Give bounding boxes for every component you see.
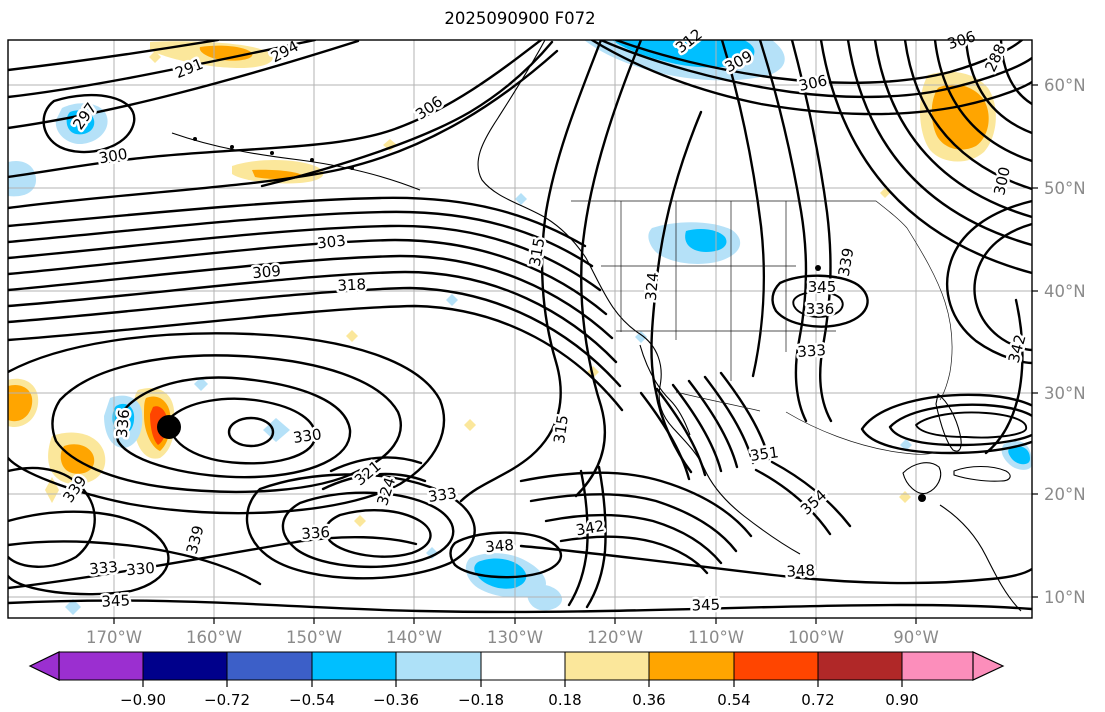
- contour-value-label: 318: [337, 275, 367, 294]
- colorbar: −0.90 −0.72 −0.54 −0.36 −0.18 0.18 0.36 0.54 0.7…: [30, 652, 1003, 709]
- contour-value-label: 309: [252, 262, 282, 282]
- x-axis-tick-label: 120°W: [587, 628, 643, 647]
- colorbar-segment: [902, 652, 973, 680]
- contour-value-label: 348: [485, 536, 515, 556]
- y-axis-tick-label: 30°N: [1044, 384, 1086, 403]
- contour-value-label: 336: [301, 523, 331, 543]
- colorbar-segment: [227, 652, 312, 680]
- x-axis-tick-label: 150°W: [286, 628, 342, 647]
- figure-canvas: 2025090900 F072: [0, 0, 1105, 712]
- colorbar-tick-label: 0.90: [885, 691, 918, 709]
- colorbar-left-arrow: [30, 652, 59, 680]
- colorbar-tick-label: −0.36: [373, 691, 419, 709]
- colorbar-tick-label: −0.72: [204, 691, 250, 709]
- anomaly-contour-map: 2025090900 F072: [0, 0, 1105, 712]
- contour-value-label: 345: [101, 591, 131, 610]
- contour-value-label: 348: [786, 561, 816, 580]
- y-axis-tick-label: 50°N: [1044, 179, 1086, 198]
- colorbar-segment: [818, 652, 902, 680]
- x-axis-tick-label: 160°W: [186, 628, 242, 647]
- x-axis-tick-label: 110°W: [688, 628, 744, 647]
- colorbar-segment: [143, 652, 227, 680]
- colorbar-segment: [312, 652, 396, 680]
- x-axis-tick-label: 130°W: [487, 628, 543, 647]
- y-axis-tick-label: 20°N: [1044, 485, 1086, 504]
- x-axis-tick-label: 90°W: [893, 628, 939, 647]
- colorbar-tick-label: −0.90: [120, 691, 166, 709]
- contour-value-label: 324: [642, 272, 662, 302]
- y-axis-tick-label: 60°N: [1044, 76, 1086, 95]
- colorbar-segment: [565, 652, 649, 680]
- colorbar-segment: [481, 652, 565, 680]
- colorbar-segment: [734, 652, 818, 680]
- contour-value-label: 345: [808, 278, 837, 296]
- contour-value-label: 303: [316, 232, 346, 253]
- colorbar-tick-label: 0.54: [717, 691, 750, 709]
- x-axis-tick-label: 100°W: [788, 628, 844, 647]
- figure-title: 2025090900 F072: [444, 9, 595, 28]
- contour-value-label: 333: [89, 558, 119, 578]
- colorbar-segment: [59, 652, 143, 680]
- contour-value-label: 345: [691, 596, 720, 615]
- colorbar-right-arrow: [973, 652, 1003, 680]
- storm-center-marker: [157, 415, 181, 439]
- x-axis-tick-label: 170°W: [86, 628, 142, 647]
- y-axis-tick-label: 40°N: [1044, 282, 1086, 301]
- colorbar-tick-label: 0.36: [632, 691, 665, 709]
- colorbar-tick-label: −0.54: [289, 691, 335, 709]
- contour-value-label: 333: [797, 341, 827, 361]
- y-axis-tick-label: 10°N: [1044, 588, 1086, 607]
- contour-value-label: 336: [806, 300, 835, 318]
- x-axis-tick-label: 140°W: [386, 628, 442, 647]
- colorbar-tick-label: 0.72: [801, 691, 834, 709]
- contour-value-label: 336: [113, 409, 133, 439]
- contour-value-label: 330: [126, 559, 156, 579]
- colorbar-tick-label: 0.18: [548, 691, 581, 709]
- colorbar-segment: [396, 652, 481, 680]
- colorbar-segment: [649, 652, 734, 680]
- colorbar-tick-label: −0.18: [458, 691, 504, 709]
